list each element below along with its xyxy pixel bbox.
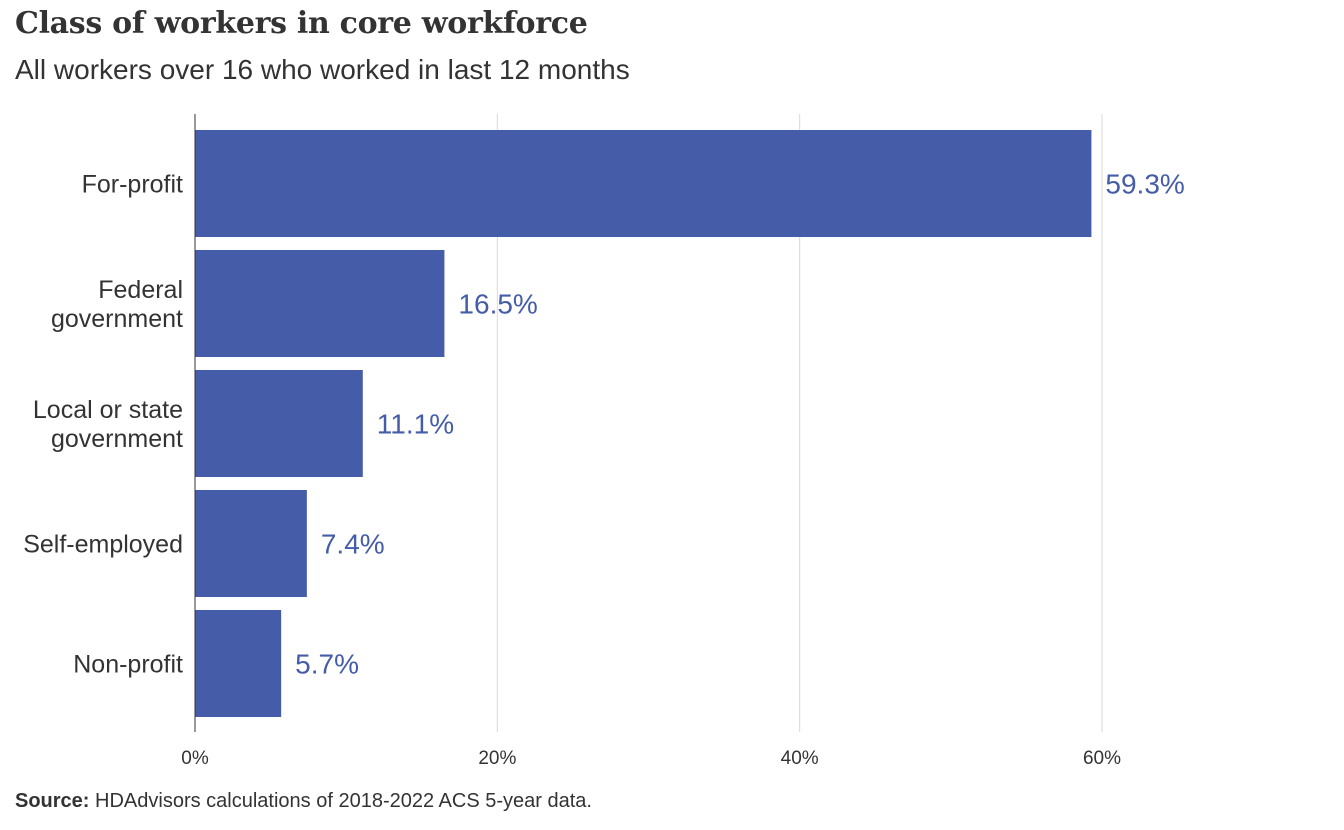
source-label: Source:	[15, 790, 90, 812]
x-tick-label: 60%	[1083, 748, 1121, 769]
category-label: Local or state government	[33, 396, 183, 453]
category-label: Self-employed	[23, 531, 183, 559]
bar-value-label: 5.7%	[295, 649, 359, 680]
category-label-line: Federal	[98, 276, 183, 304]
category-label-line: For-profit	[82, 171, 183, 199]
category-label-line: government	[51, 425, 183, 453]
category-label: For-profit	[82, 171, 183, 199]
category-label-line: government	[51, 305, 183, 333]
category-label: Non-profit	[73, 651, 183, 679]
category-label-line: Non-profit	[73, 651, 183, 679]
bar-value-label: 7.4%	[321, 529, 385, 560]
chart-subtitle: All workers over 16 who worked in last 1…	[15, 54, 630, 85]
bar	[195, 250, 445, 357]
x-tick-label: 0%	[181, 748, 209, 769]
chart-title: Class of workers in core workforce	[15, 6, 588, 41]
bar	[195, 610, 282, 717]
x-tick-label: 20%	[478, 748, 516, 769]
source-note: Source: HDAdvisors calculations of 2018-…	[15, 790, 592, 813]
x-tick-label: 40%	[781, 748, 819, 769]
bar	[195, 490, 307, 597]
bar	[195, 130, 1092, 237]
bar	[195, 370, 363, 477]
category-label-line: Self-employed	[23, 531, 183, 559]
category-label-line: Local or state	[33, 396, 183, 424]
bar-value-label: 59.3%	[1105, 169, 1184, 200]
source-text: HDAdvisors calculations of 2018-2022 ACS…	[95, 790, 592, 812]
category-label: Federal government	[51, 276, 183, 333]
bar-value-label: 16.5%	[458, 289, 537, 320]
bar-value-label: 11.1%	[377, 409, 454, 440]
